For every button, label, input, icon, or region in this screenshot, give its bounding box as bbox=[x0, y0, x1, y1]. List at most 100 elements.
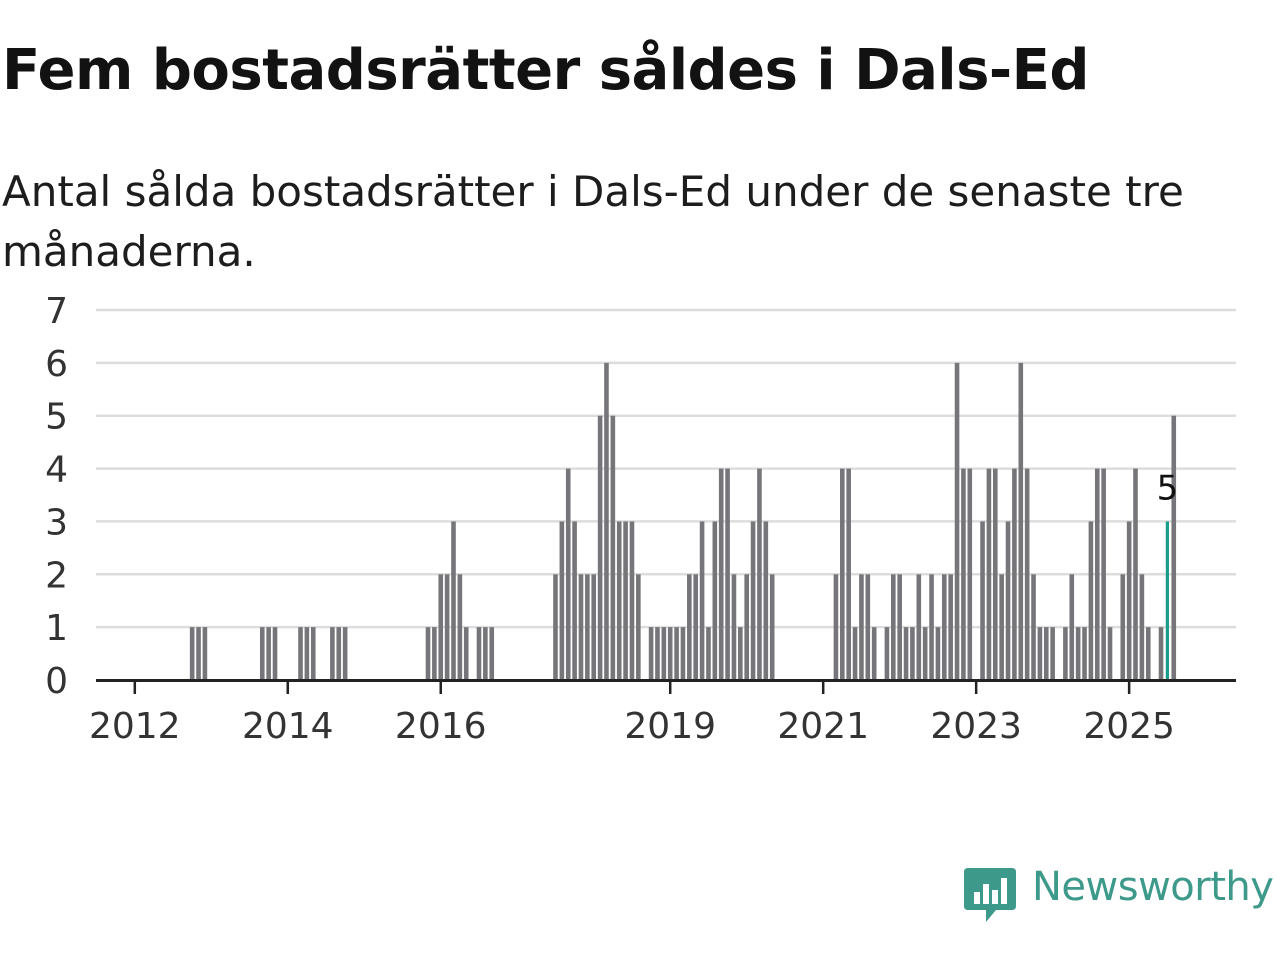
x-tick-label: 2016 bbox=[395, 706, 487, 747]
bar bbox=[1043, 627, 1049, 680]
bar bbox=[667, 627, 673, 680]
bar bbox=[725, 468, 730, 680]
bar bbox=[655, 627, 660, 680]
bar bbox=[1145, 627, 1151, 680]
bar bbox=[738, 627, 743, 680]
bar bbox=[1037, 627, 1043, 680]
chart-title: Fem bostadsrätter såldes i Dals-Ed bbox=[2, 38, 1090, 103]
bar bbox=[916, 574, 922, 680]
bar bbox=[591, 574, 597, 680]
x-tick-label: 2025 bbox=[1083, 706, 1175, 747]
x-tick-label: 2023 bbox=[930, 706, 1022, 747]
bar-highlight bbox=[1165, 521, 1169, 680]
bar bbox=[425, 627, 431, 680]
y-tick-label: 4 bbox=[45, 450, 68, 491]
bar bbox=[712, 521, 718, 680]
bar bbox=[961, 468, 966, 680]
bar bbox=[871, 627, 877, 680]
bar bbox=[196, 627, 201, 680]
bar bbox=[578, 574, 584, 680]
bar bbox=[757, 468, 762, 680]
bar bbox=[336, 627, 342, 680]
bar bbox=[903, 627, 909, 680]
bar bbox=[597, 415, 603, 680]
bar bbox=[846, 468, 851, 680]
brand-logo: Newsworthy bbox=[962, 862, 1274, 928]
bar bbox=[1069, 574, 1075, 680]
bar bbox=[585, 574, 590, 680]
bar bbox=[444, 574, 450, 680]
bar bbox=[610, 415, 616, 680]
bar bbox=[559, 521, 565, 680]
bar bbox=[992, 468, 998, 680]
bar bbox=[833, 574, 839, 680]
bar bbox=[852, 627, 858, 680]
bar bbox=[897, 574, 902, 680]
bar bbox=[476, 627, 482, 680]
bar bbox=[604, 362, 609, 680]
y-tick-label: 7 bbox=[45, 291, 68, 332]
bar bbox=[1012, 468, 1017, 680]
bar bbox=[929, 574, 934, 680]
bar bbox=[693, 574, 699, 680]
bar bbox=[304, 627, 310, 680]
bar bbox=[259, 627, 265, 680]
bar bbox=[865, 574, 871, 680]
bar bbox=[1075, 627, 1081, 680]
bar bbox=[457, 574, 463, 680]
bar bbox=[1018, 362, 1024, 680]
bar bbox=[674, 627, 679, 680]
bar bbox=[941, 574, 947, 680]
bar bbox=[1063, 627, 1068, 680]
y-tick-label: 2 bbox=[45, 555, 68, 596]
bar bbox=[629, 521, 635, 680]
bar bbox=[763, 521, 769, 680]
bar bbox=[266, 627, 271, 680]
annotation: 5 bbox=[1157, 468, 1179, 508]
y-tick-label: 3 bbox=[45, 502, 68, 543]
bar bbox=[1101, 468, 1106, 680]
bar bbox=[859, 574, 864, 680]
bar bbox=[731, 574, 737, 680]
bar bbox=[489, 627, 495, 680]
bar bbox=[680, 627, 686, 680]
x-tick-label: 2012 bbox=[89, 706, 181, 747]
bar bbox=[648, 627, 654, 680]
grid-lines bbox=[96, 308, 1236, 629]
bar bbox=[202, 627, 208, 680]
bar bbox=[1050, 627, 1055, 680]
bar bbox=[432, 627, 437, 680]
bar bbox=[310, 627, 316, 680]
bar bbox=[483, 627, 488, 680]
bar bbox=[189, 627, 195, 680]
bar bbox=[935, 627, 941, 680]
chart-subtitle: Antal sålda bostadsrätter i Dals-Ed unde… bbox=[2, 167, 1184, 276]
bar bbox=[922, 627, 928, 680]
bars bbox=[189, 362, 1177, 680]
bar bbox=[980, 521, 985, 680]
bar bbox=[1120, 574, 1126, 680]
x-tick-label: 2019 bbox=[624, 706, 716, 747]
bar bbox=[1088, 521, 1094, 680]
bar bbox=[451, 521, 456, 680]
y-tick-label: 6 bbox=[45, 344, 68, 385]
bar bbox=[342, 627, 348, 680]
bar bbox=[884, 627, 890, 680]
bar bbox=[572, 521, 577, 680]
bar bbox=[750, 521, 756, 680]
bar bbox=[565, 468, 571, 680]
x-tick-label: 2014 bbox=[242, 706, 334, 747]
bar bbox=[769, 574, 775, 680]
x-axis-labels: 2012 2014 2016 2019 2021 2023 2025 bbox=[89, 706, 1175, 747]
x-tick-label: 2021 bbox=[777, 706, 869, 747]
x-axis-ticks bbox=[133, 680, 1131, 694]
bar bbox=[623, 521, 628, 680]
bar bbox=[706, 627, 711, 680]
bar bbox=[699, 521, 705, 680]
bar bbox=[1031, 574, 1036, 680]
bar bbox=[272, 627, 278, 680]
bar bbox=[553, 574, 558, 680]
bar bbox=[1171, 415, 1177, 680]
bar bbox=[661, 627, 667, 680]
newsworthy-logo-icon bbox=[964, 868, 1016, 922]
